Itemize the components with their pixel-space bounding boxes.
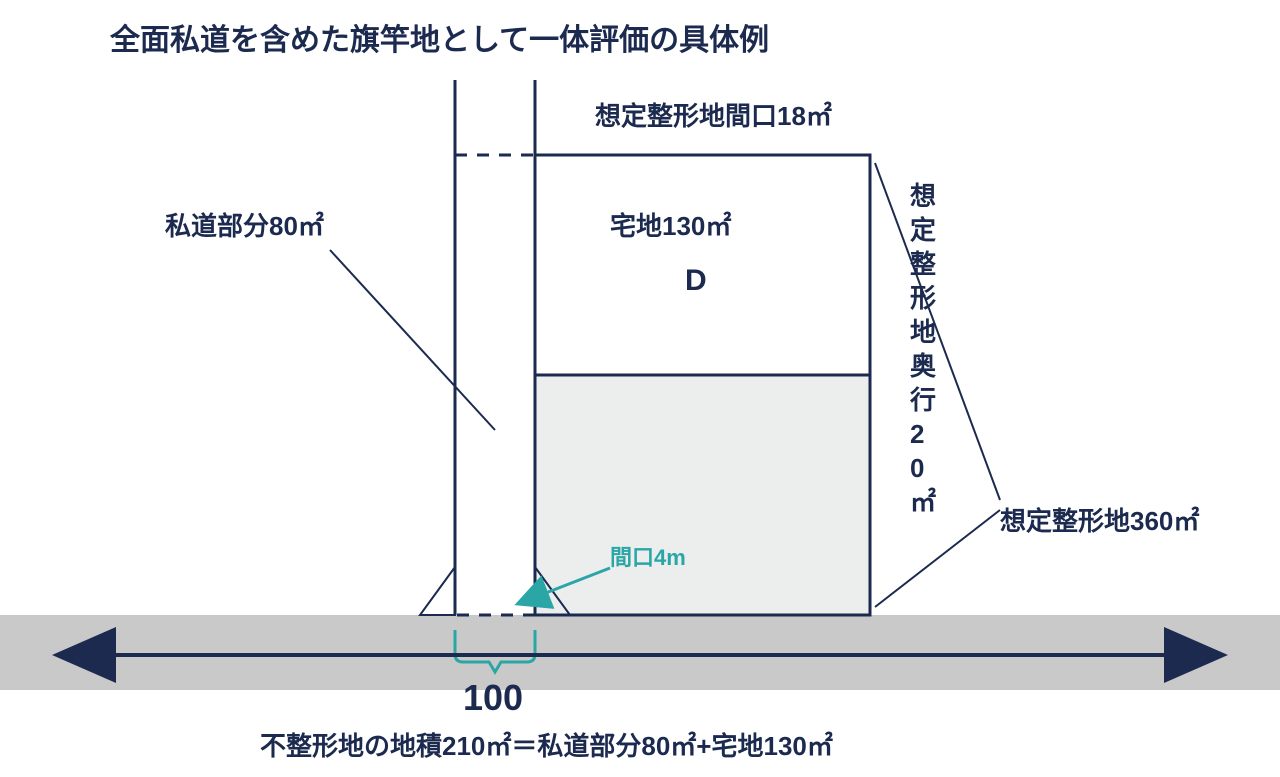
leader-assumed-2: [875, 510, 1000, 607]
label-depth-vertical: 想定整形地奥行20㎡: [909, 181, 937, 517]
leader-assumed-1: [875, 163, 1000, 500]
label-private-road: 私道部分80㎡: [165, 211, 324, 241]
page-title: 全面私道を含めた旗竿地として一体評価の具体例: [109, 23, 769, 57]
flare-left: [420, 567, 455, 615]
label-frontage-top: 想定整形地間口18㎡: [595, 101, 832, 131]
label-bottom-equation: 不整形地の地積210㎡＝私道部分80㎡+宅地130㎡: [260, 731, 833, 761]
label-assumed-area: 想定整形地360㎡: [1000, 506, 1199, 536]
label-house: 宅地130㎡: [610, 211, 731, 241]
label-gate: 間口4m: [610, 545, 686, 570]
label-d: D: [685, 264, 707, 297]
road-strip: [0, 615, 1280, 690]
leader-private-road: [330, 250, 495, 430]
label-100: 100: [463, 677, 523, 718]
